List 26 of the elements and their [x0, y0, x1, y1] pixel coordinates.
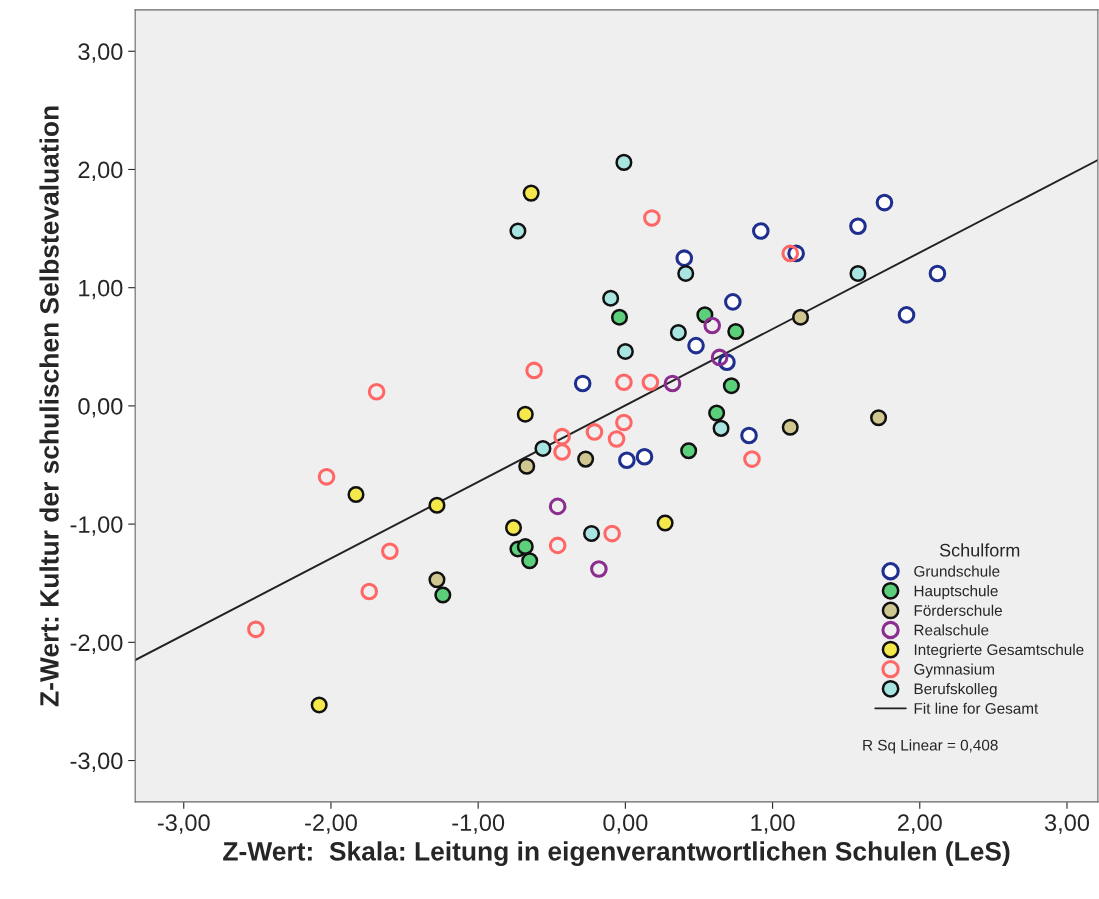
y-axis-title: Z-Wert: Kultur der schulischen Selbstevaluation [39, 106, 59, 707]
y-tick-label: 2,00 [78, 161, 123, 182]
legend-label: Integrierte Gesamtschule [914, 643, 1084, 659]
y-tick-label: 0,00 [78, 397, 123, 418]
y-tick-label: -2,00 [70, 634, 123, 654]
x-tick-label: -2,00 [305, 814, 357, 834]
legend-label: Grundschule [914, 565, 1000, 577]
annotation: R Sq Linear = 0,408 [863, 739, 998, 754]
x-tick-label: -3,00 [157, 814, 210, 834]
legend-label: Berufskolleg [914, 683, 997, 698]
x-tick-label: -1,00 [452, 814, 505, 834]
x-tick-label: 0,00 [603, 814, 648, 834]
legend-title: Schulform [939, 543, 1020, 557]
legend-label: Hauptschule [914, 585, 998, 600]
y-tick-label: 3,00 [78, 43, 123, 63]
legend-label: Förderschule [914, 604, 1002, 616]
x-tick-label: 3,00 [1044, 814, 1090, 834]
y-tick-label: 1,00 [79, 279, 123, 300]
legend-label: Realschule [914, 624, 989, 636]
y-tick-label: -1,00 [70, 516, 123, 536]
legend-label: Fit line for Gesamt [914, 702, 1039, 714]
x-tick-label: 2,00 [898, 814, 942, 834]
x-axis-title: Z-Wert: Skala: Leitung in eigenverantwortlichen Schulen (LeS) [223, 841, 1010, 866]
x-tick-label: 1,00 [751, 814, 795, 834]
legend-label: Gymnasium [914, 663, 994, 678]
y-tick-label: -3,00 [70, 752, 123, 773]
